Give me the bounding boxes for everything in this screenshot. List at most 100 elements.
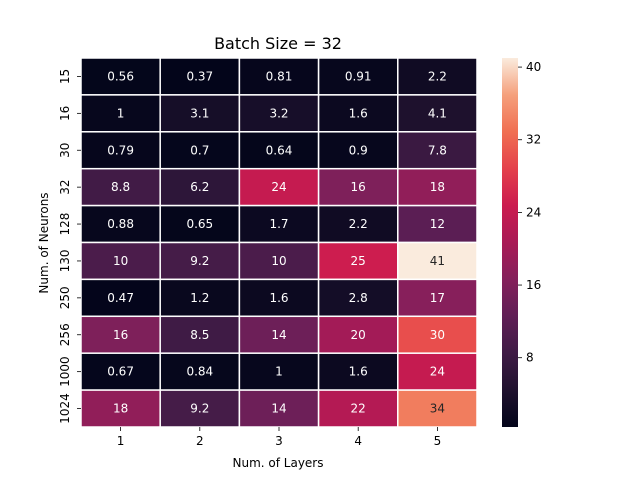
cell-value-label: 0.88 [107,217,134,231]
cell-value-label: 0.47 [107,291,134,305]
y-tick-label: 30 [58,143,72,158]
chart-title: Batch Size = 32 [214,34,342,53]
cell-value-label: 0.79 [107,143,134,157]
heatmap-cell [317,389,399,428]
y-tick-label: 256 [58,323,72,346]
heatmap-cell [159,315,241,354]
heatmap-cell [159,131,241,170]
heatmap-cell [159,241,241,281]
y-tick-label: 16 [58,106,72,121]
cell-value-label: 1.6 [349,106,368,120]
cell-value-label: 1 [117,106,125,120]
cell-value-label: 3.2 [269,106,288,120]
heatmap-cell [159,167,241,207]
heatmap-cell [159,57,241,96]
cell-value-label: 0.9 [349,143,368,157]
colorbar-tick-label: 32 [526,133,541,147]
cell-value-label: 1.6 [349,365,368,379]
heatmap-cell [238,204,320,244]
cell-value-label: 14 [271,328,286,342]
heatmap-cell [397,389,478,428]
cell-value-label: 16 [113,328,128,342]
cell-value-label: 0.81 [266,69,293,83]
cell-value-label: 0.7 [190,143,209,157]
cell-value-label: 22 [351,402,366,416]
cell-value-label: 3.1 [190,106,209,120]
heatmap-cell [397,241,478,281]
cell-value-label: 1.7 [269,217,288,231]
colorbar-tick-label: 40 [526,60,541,74]
heatmap-cell [397,167,478,207]
cell-value-label: 10 [113,254,128,268]
heatmap-cell [238,389,320,428]
colorbar [502,58,518,427]
x-tick-label: 2 [196,434,204,448]
cell-value-label: 1.2 [190,291,209,305]
cell-value-label: 0.91 [345,69,372,83]
y-tick-label: 32 [58,180,72,195]
x-axis-ticks: 1 2 3 4 5 [117,427,441,448]
cell-value-label: 9.2 [190,254,209,268]
cell-value-label: 8.5 [190,328,209,342]
y-tick-label: 1024 [58,393,72,424]
cell-value-label: 2.2 [428,69,447,83]
cell-value-label: 17 [430,291,445,305]
cell-value-label: 18 [430,180,445,194]
colorbar-ticks: 8 16 24 32 40 [518,60,541,365]
cell-value-label: 41 [430,254,445,268]
y-tick-label: 128 [58,213,72,236]
cell-value-label: 0.84 [186,365,213,379]
cell-value-label: 25 [351,254,366,268]
heatmap-cell [80,278,161,318]
x-axis-label: Num. of Layers [233,456,324,470]
cell-value-label: 0.56 [107,69,134,83]
heatmap-cell [159,352,241,391]
cell-value-label: 1.6 [269,291,288,305]
x-tick-label: 3 [275,434,283,448]
cell-value-label: 4.1 [428,106,447,120]
heatmap-cell [159,389,241,428]
cell-value-label: 7.8 [428,143,447,157]
cell-value-label: 10 [271,254,286,268]
cell-value-label: 1 [275,365,283,379]
cell-value-label: 2.8 [349,291,368,305]
cell-value-label: 16 [351,180,366,194]
heatmap-cell [397,94,478,133]
colorbar-tick-label: 16 [526,278,541,292]
heatmap-cell [317,241,399,281]
heatmap-cell [238,94,320,133]
cell-value-label: 20 [351,328,366,342]
cell-value-label: 24 [430,365,445,379]
cell-value-label: 9.2 [190,402,209,416]
cell-value-label: 8.8 [111,180,130,194]
cell-value-label: 0.64 [266,143,293,157]
y-axis-label: Num. of Neurons [37,192,51,293]
heatmap-cell [159,204,241,244]
cell-value-label: 0.67 [107,365,134,379]
cell-value-label: 24 [271,180,286,194]
cell-value-label: 34 [430,402,445,416]
heatmap-cell [317,167,399,207]
heatmap-cell [317,131,399,170]
x-tick-label: 4 [354,434,362,448]
cell-value-label: 0.65 [186,217,213,231]
cell-value-label: 18 [113,402,128,416]
cell-value-label: 30 [430,328,445,342]
y-tick-label: 250 [58,286,72,309]
heatmap-cells [80,57,478,428]
cell-value-label: 0.37 [186,69,213,83]
colorbar-tick-label: 8 [526,351,534,365]
cell-value-label: 12 [430,217,445,231]
cell-value-label: 14 [271,402,286,416]
x-tick-label: 1 [117,434,125,448]
y-tick-label: 15 [58,69,72,84]
y-tick-label: 1000 [58,356,72,387]
heatmap-cell [80,389,161,428]
heatmap-cell [80,315,161,354]
heatmap-cell [397,352,478,391]
x-tick-label: 5 [434,434,442,448]
heatmap-cell-labels: 0.56 0.37 0.81 0.91 2.21 3.1 3.2 1.6 4.10.79 0.7 0… [107,69,447,415]
y-tick-label: 130 [58,249,72,272]
colorbar-tick-label: 24 [526,205,541,219]
